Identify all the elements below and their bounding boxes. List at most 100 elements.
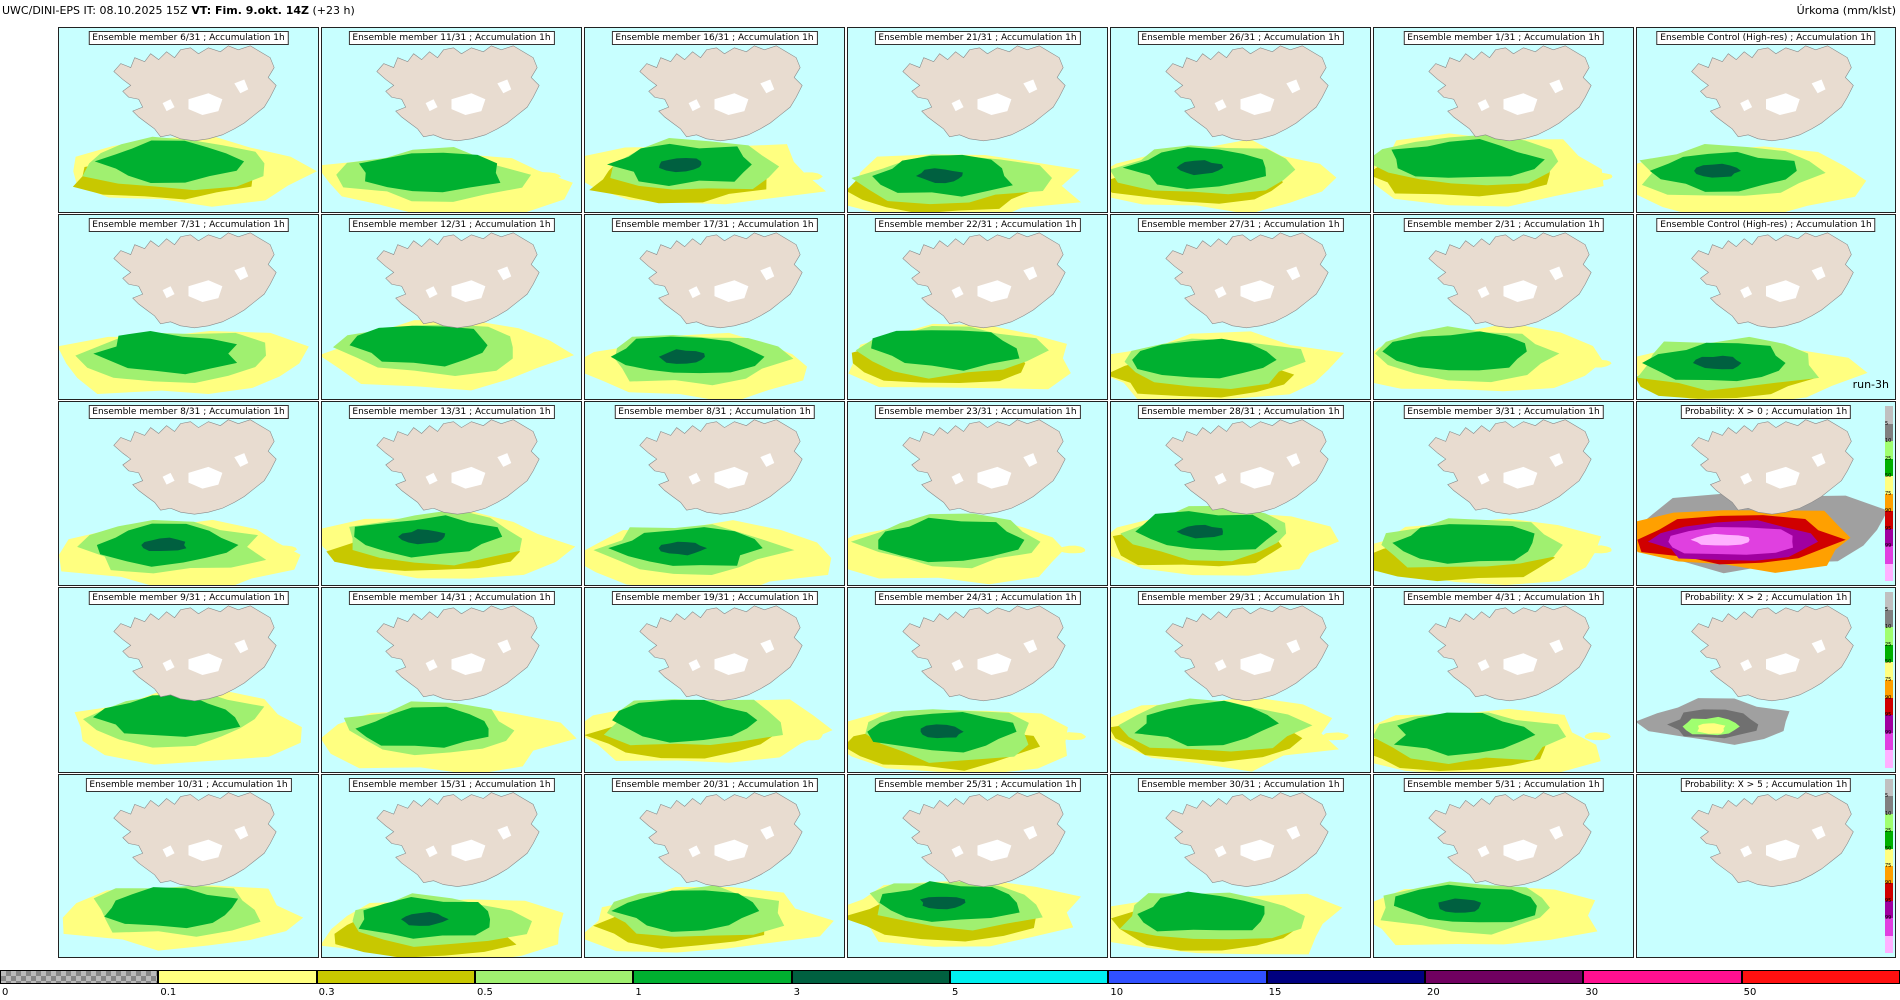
probability-colorbar-segment: 25 <box>1885 642 1893 663</box>
glacier <box>1503 466 1538 489</box>
prob-area <box>1697 723 1726 734</box>
probability-colorbar-label: 75 <box>1885 490 1892 497</box>
iceland-land <box>639 605 803 701</box>
glacier <box>425 659 438 672</box>
glacier <box>1240 466 1275 489</box>
probability-colorbar-segment: 75 <box>1885 490 1893 511</box>
panel-title: Ensemble member 8/31 ; Accumulation 1h <box>88 405 289 419</box>
iceland-land <box>1165 45 1329 141</box>
glacier <box>162 99 175 112</box>
glacier <box>951 99 964 112</box>
coastline <box>1428 232 1592 329</box>
coastline <box>1691 45 1854 142</box>
map-svg <box>1637 419 1888 574</box>
probability-colorbar-segment: 99 <box>1885 915 1893 936</box>
coastline <box>1691 792 1854 887</box>
probability-colorbar-segment: 50 <box>1885 846 1893 867</box>
glacier <box>1477 845 1490 858</box>
map-panel: Ensemble member 5/31 ; Accumulation 1h <box>1373 774 1634 958</box>
probability-colorbar-label: 5 <box>1885 420 1889 427</box>
map-svg <box>1637 605 1854 745</box>
legend-tick-label: 20 <box>1427 987 1440 998</box>
coastline <box>639 45 803 142</box>
iceland-land <box>1428 605 1592 701</box>
glacier <box>234 79 249 94</box>
glacier <box>1286 266 1301 281</box>
probability-colorbar-label: 25 <box>1885 828 1892 835</box>
probability-colorbar-label: 50 <box>1885 659 1892 666</box>
iceland-land <box>1165 605 1329 701</box>
coastline <box>113 232 277 329</box>
coastline <box>1165 232 1329 329</box>
glacier <box>1286 639 1301 654</box>
glacier <box>425 286 438 299</box>
glacier <box>977 653 1012 676</box>
probability-colorbar-label: 90 <box>1885 508 1892 514</box>
legend-tick-label: 3 <box>793 987 801 998</box>
coastline <box>376 792 540 887</box>
glacier <box>188 280 223 303</box>
precip-area-green <box>93 330 238 375</box>
map-panel: Ensemble member 21/31 ; Accumulation 1h <box>847 27 1108 213</box>
probability-colorbar: 5 10 25 50 75 90 95 99 <box>1885 406 1893 581</box>
glacier <box>977 280 1012 303</box>
iceland-land <box>639 792 803 887</box>
precip-area-green <box>358 152 501 193</box>
glacier <box>1477 99 1490 112</box>
legend-swatch <box>791 970 950 984</box>
map-svg <box>1691 792 1854 887</box>
map-svg <box>1637 45 1867 212</box>
coastline <box>1428 605 1592 702</box>
glacier <box>1811 79 1826 94</box>
iceland-land <box>376 792 540 887</box>
legend-swatch <box>1425 970 1584 984</box>
glacier <box>1240 839 1275 862</box>
header-title: UWC/DINI-EPS IT: 08.10.2025 15Z VT: Fim.… <box>2 4 355 17</box>
iceland-land <box>902 232 1066 328</box>
prob-area <box>1690 533 1750 546</box>
glacier <box>1549 453 1564 467</box>
map-svg <box>1111 605 1349 772</box>
legend-swatch <box>1583 970 1742 984</box>
map-panel: Ensemble member 1/31 ; Accumulation 1h <box>1373 27 1634 213</box>
glacier <box>1023 639 1038 654</box>
glacier <box>951 286 964 299</box>
panel-title: Ensemble member 28/31 ; Accumulation 1h <box>1137 405 1344 419</box>
glacier <box>1549 825 1564 840</box>
map-panel: Ensemble member 22/31 ; Accumulation 1h <box>847 214 1108 400</box>
glacier <box>497 639 512 654</box>
glacier <box>451 280 486 303</box>
probability-colorbar: 5 10 25 50 75 90 95 99 <box>1885 779 1893 954</box>
legend-tick-label: 1 <box>635 987 642 998</box>
coastline <box>376 605 540 702</box>
legend-tick-label: 10 <box>1110 987 1124 998</box>
glacier <box>1766 466 1800 489</box>
coastline <box>376 419 540 515</box>
probability-colorbar: 5 10 25 50 75 90 95 99 <box>1885 592 1893 768</box>
iceland-land <box>376 232 540 328</box>
probability-colorbar-segment <box>1885 563 1893 581</box>
glacier <box>1549 266 1564 281</box>
precip-band <box>794 918 824 926</box>
panel-title: Ensemble member 24/31 ; Accumulation 1h <box>874 591 1081 605</box>
legend-tick-label: 0.5 <box>477 987 493 998</box>
legend-swatch <box>0 970 159 984</box>
glacier <box>688 472 701 485</box>
model-name: UWC/DINI-EPS <box>2 4 81 17</box>
probability-colorbar-segment <box>1885 935 1893 954</box>
precip-band <box>268 172 296 181</box>
probability-colorbar-segment: 5 <box>1885 607 1893 628</box>
panel-title: Ensemble member 22/31 ; Accumulation 1h <box>874 218 1081 232</box>
glacier <box>1740 659 1753 672</box>
iceland-land <box>1165 232 1329 328</box>
glacier <box>451 466 486 489</box>
probability-colorbar-label: 99 <box>1885 915 1892 922</box>
glacier <box>1766 93 1800 116</box>
precip-area-dark <box>915 168 963 184</box>
map-svg <box>72 45 317 207</box>
panel-title: Ensemble member 3/31 ; Accumulation 1h <box>1403 405 1604 419</box>
probability-colorbar-segment: 50 <box>1885 473 1893 494</box>
glacier <box>1811 639 1826 654</box>
precip-area-dark <box>920 896 966 910</box>
map-panel: Ensemble member 20/31 ; Accumulation 1h <box>584 774 845 958</box>
